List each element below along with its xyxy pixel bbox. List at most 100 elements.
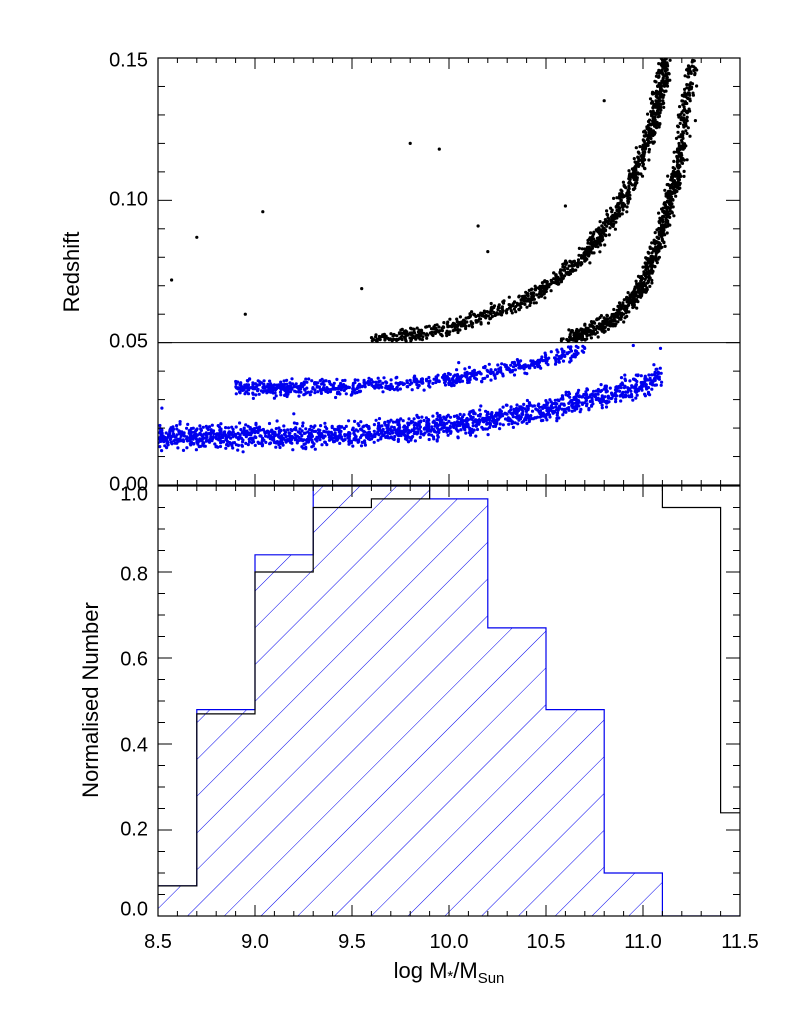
scatter-point [542, 280, 546, 284]
scatter-point [261, 210, 265, 214]
scatter-point [646, 123, 651, 127]
scatter-point [677, 141, 681, 146]
scatter-point [383, 420, 387, 424]
scatter-point [447, 332, 451, 336]
scatter-point [507, 306, 511, 310]
scatter-point [292, 412, 296, 416]
scatter-point [407, 417, 411, 421]
scatter-point [222, 431, 226, 435]
scatter-point [656, 371, 660, 375]
scatter-point [605, 323, 609, 327]
scatter-point [160, 449, 164, 453]
scatter-point [278, 390, 283, 394]
scatter-point [670, 176, 675, 180]
scatter-point [584, 332, 588, 336]
scatter-point [509, 408, 513, 412]
scatter-point [559, 397, 563, 401]
scatter-point [185, 439, 190, 443]
scatter-point [254, 435, 258, 440]
scatter-point [285, 385, 289, 389]
scatter-point [313, 391, 317, 395]
scatter-point [657, 81, 661, 86]
scatter-point [395, 334, 399, 338]
scatter-point [642, 270, 646, 274]
scatter-point [179, 434, 183, 438]
scatter-point [661, 95, 665, 99]
scatter-point [465, 370, 469, 374]
scatter-point [308, 427, 312, 432]
scatter-point [594, 228, 598, 232]
scatter-point [427, 324, 431, 328]
scatter-point [498, 408, 502, 412]
scatter-point [529, 414, 533, 418]
scatter-point [472, 372, 476, 376]
scatter-point [628, 197, 632, 201]
scatter-point [497, 306, 501, 310]
scatter-point [388, 427, 392, 431]
scatter-point [598, 389, 603, 394]
scatter-point [583, 396, 587, 400]
scatter-point [308, 437, 313, 441]
scatter-point [549, 289, 553, 293]
scatter-point [677, 150, 681, 154]
scatter-point [643, 374, 647, 378]
scatter-point [687, 91, 691, 95]
scatter-point [367, 426, 371, 431]
scatter-point [501, 405, 505, 409]
scatter-point [319, 424, 323, 428]
scatter-point [462, 419, 466, 423]
scatter-point [402, 425, 406, 429]
scatter-point [620, 311, 624, 315]
scatter-point [672, 159, 676, 163]
scatter-point [231, 446, 235, 450]
scatter-point [695, 68, 699, 72]
scatter-point [332, 381, 336, 385]
scatter-point [372, 440, 376, 444]
scatter-point [175, 424, 179, 428]
scatter-point [635, 176, 639, 180]
scatter-point [357, 423, 361, 428]
scatter-point [532, 297, 536, 301]
scatter-point [686, 75, 690, 79]
scatter-point [470, 372, 474, 376]
scatter-point [478, 408, 482, 412]
scatter-point [219, 422, 223, 426]
scatter-point [295, 438, 299, 442]
scatter-point [476, 319, 480, 323]
scatter-point [447, 377, 451, 381]
scatter-point [423, 426, 427, 430]
scatter-point [560, 347, 564, 351]
scatter-point [678, 121, 682, 125]
scatter-point [620, 204, 624, 208]
scatter-point [598, 220, 602, 224]
scatter-point [352, 429, 356, 433]
scatter-point [562, 268, 567, 272]
scatter-point [199, 428, 203, 432]
scatter-point [440, 418, 444, 422]
scatter-point [543, 351, 547, 355]
blue-histogram-hatch-fill [158, 486, 740, 916]
scatter-point [683, 87, 687, 91]
scatter-point [447, 419, 451, 423]
scatter-point [323, 425, 327, 429]
scatter-point [678, 105, 682, 109]
scatter-point [647, 378, 651, 382]
scatter-point [613, 227, 618, 231]
scatter-point [650, 122, 654, 126]
scatter-point [405, 434, 409, 438]
scatter-point [189, 443, 193, 447]
scatter-point [651, 133, 655, 138]
scatter-point [652, 249, 656, 253]
scatter-point [332, 387, 336, 391]
scatter-point [519, 365, 523, 369]
scatter-point [640, 174, 645, 178]
scatter-point [261, 428, 265, 432]
scatter-point [676, 179, 680, 183]
scatter-point [246, 424, 250, 428]
scatter-point [641, 265, 645, 269]
scatter-point [589, 336, 594, 340]
scatter-point [499, 414, 503, 418]
scatter-point [467, 380, 471, 384]
scatter-point [466, 422, 470, 427]
scatter-point [335, 392, 340, 396]
